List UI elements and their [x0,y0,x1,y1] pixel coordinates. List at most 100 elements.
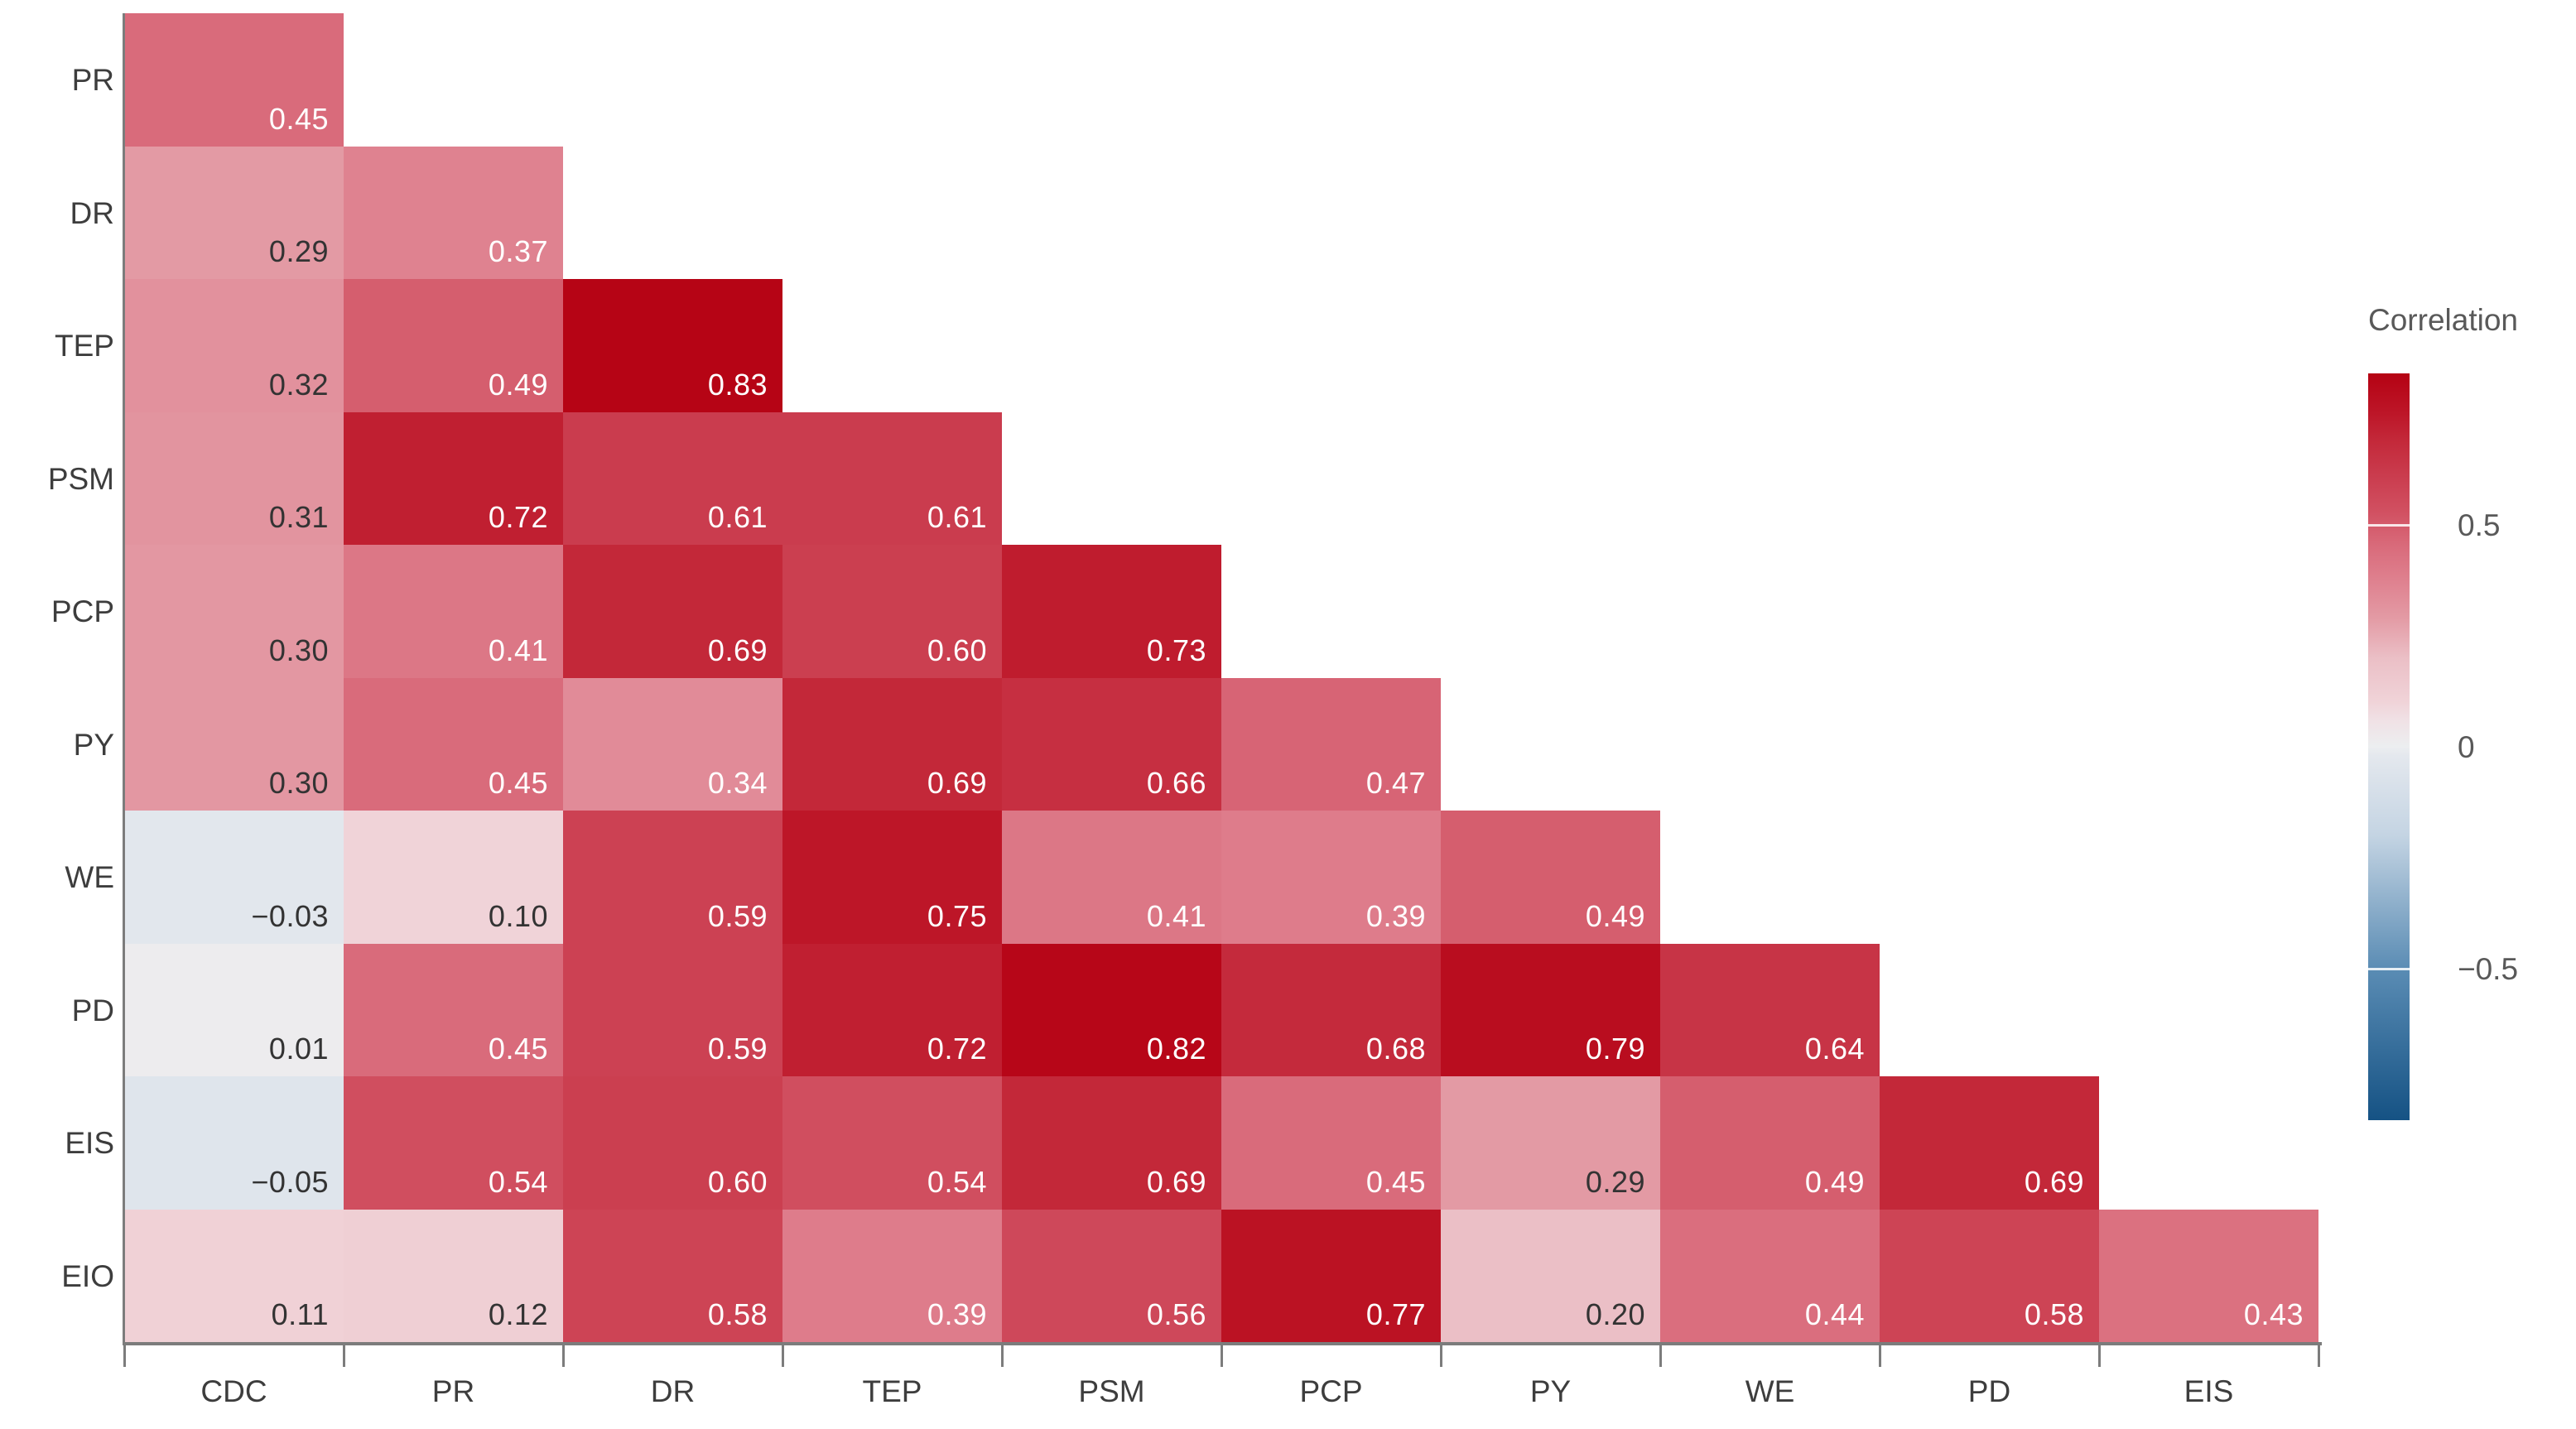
cell-value: 0.54 [488,1164,548,1199]
col-label-tep: TEP [862,1374,922,1408]
heatmap-cell[interactable]: 0.29 [124,146,344,279]
heatmap-cell[interactable]: 0.68 [1221,943,1441,1076]
heatmap-cell[interactable]: 0.30 [124,545,344,678]
x-axis-tick [1440,1344,1442,1367]
heatmap-cell[interactable]: 0.49 [1441,811,1660,944]
heatmap-cell[interactable]: 0.43 [2099,1209,2318,1342]
cell-value: 0.59 [707,898,768,933]
heatmap-cell[interactable]: 0.82 [1002,943,1221,1076]
heatmap-cell[interactable]: 0.32 [124,279,344,412]
colorbar-tick-line [2368,968,2410,970]
heatmap-cell[interactable]: 0.01 [124,943,344,1076]
heatmap-cell[interactable]: 0.49 [1660,1076,1880,1210]
heatmap-cell[interactable]: 0.73 [1002,545,1221,678]
colorbar-tick-label: 0.5 [2458,508,2501,542]
heatmap-cell[interactable]: 0.41 [1002,811,1221,944]
heatmap-cell[interactable]: 0.45 [344,677,563,811]
heatmap-cell[interactable]: 0.69 [1002,1076,1221,1210]
cell-value: 0.60 [927,633,987,667]
cell-value: 0.66 [1146,766,1206,800]
col-label-py: PY [1529,1374,1572,1408]
heatmap-cell[interactable]: 0.47 [1221,677,1441,811]
heatmap-cell[interactable]: 0.77 [1221,1209,1441,1342]
row-label-eis: EIS [65,1126,114,1161]
heatmap-cell[interactable]: 0.20 [1441,1209,1660,1342]
heatmap-cell[interactable]: 0.29 [1441,1076,1660,1210]
cell-value: 0.45 [1365,1164,1426,1199]
cell-value: 0.82 [1146,1032,1206,1066]
heatmap-cell[interactable]: 0.66 [1002,677,1221,811]
cell-value: 0.49 [488,367,548,402]
heatmap-cell[interactable]: 0.45 [1221,1076,1441,1210]
heatmap-cell[interactable]: 0.45 [344,943,563,1076]
cell-value: 0.30 [268,633,329,667]
x-axis-tick [1221,1344,1223,1367]
heatmap-cell[interactable]: 0.69 [563,545,782,678]
cell-value: 0.29 [268,234,329,268]
heatmap-cell[interactable]: 0.54 [344,1076,563,1210]
heatmap-cell[interactable]: 0.83 [563,279,782,412]
cell-value: 0.41 [1146,898,1206,933]
heatmap-cell[interactable]: 0.59 [563,811,782,944]
col-label-cdc: CDC [200,1374,267,1408]
heatmap-cell[interactable]: 0.54 [782,1076,1002,1210]
cell-value: 0.58 [707,1297,768,1331]
heatmap-cell[interactable]: 0.72 [344,411,563,545]
cell-value: 0.49 [1585,898,1645,933]
heatmap-cell[interactable]: 0.10 [344,811,563,944]
colorbar-tick-label: −0.5 [2458,952,2519,986]
cell-value: 0.29 [1585,1164,1645,1199]
heatmap-cell[interactable]: 0.61 [782,411,1002,545]
cell-value: 0.79 [1585,1032,1645,1066]
heatmap-cell[interactable]: 0.49 [344,279,563,412]
row-label-we: WE [65,860,114,895]
x-axis-tick [2318,1344,2320,1367]
cell-value: −0.03 [251,898,329,933]
heatmap-cell[interactable]: 0.75 [782,811,1002,944]
cell-value: 0.47 [1365,766,1426,800]
cell-value: 0.37 [488,234,548,268]
cell-value: 0.75 [927,898,987,933]
cell-value: 0.69 [2024,1164,2084,1199]
cell-value: 0.01 [268,1032,329,1066]
heatmap-cell[interactable]: 0.69 [782,677,1002,811]
heatmap-cell[interactable]: 0.44 [1660,1209,1880,1342]
col-label-pcp: PCP [1299,1374,1363,1408]
heatmap-cell[interactable]: 0.69 [1880,1076,2099,1210]
heatmap-cell[interactable]: 0.11 [124,1209,344,1342]
heatmap-cell[interactable]: 0.64 [1660,943,1880,1076]
col-label-pd: PD [1967,1374,2011,1408]
heatmap-cell[interactable]: 0.30 [124,677,344,811]
cell-value: 0.60 [707,1164,768,1199]
heatmap-cell[interactable]: 0.37 [344,146,563,279]
heatmap-cell[interactable]: 0.60 [782,545,1002,678]
heatmap-cell[interactable]: 0.31 [124,411,344,545]
heatmap-cell[interactable]: 0.12 [344,1209,563,1342]
heatmap-cell[interactable]: 0.56 [1002,1209,1221,1342]
row-label-pcp: PCP [51,594,114,629]
cell-value: 0.31 [268,500,329,534]
heatmap-cell[interactable]: −0.03 [124,811,344,944]
heatmap-cell[interactable]: 0.41 [344,545,563,678]
heatmap-cell[interactable]: 0.34 [563,677,782,811]
cell-value: 0.54 [927,1164,987,1199]
y-axis-line [123,13,125,1342]
heatmap-cell[interactable]: −0.05 [124,1076,344,1210]
heatmap-cell[interactable]: 0.61 [563,411,782,545]
heatmap-cell[interactable]: 0.58 [1880,1209,2099,1342]
heatmap-cell[interactable]: 0.45 [124,13,344,147]
heatmap-cell[interactable]: 0.60 [563,1076,782,1210]
heatmap-cell[interactable]: 0.58 [563,1209,782,1342]
heatmap-cell[interactable]: 0.72 [782,943,1002,1076]
cell-value: 0.77 [1365,1297,1426,1331]
heatmap-cell[interactable]: 0.39 [782,1209,1002,1342]
cell-value: 0.39 [927,1297,987,1331]
cell-value: 0.69 [707,633,768,667]
x-axis-tick [2098,1344,2101,1367]
cell-value: 0.49 [1804,1164,1865,1199]
heatmap-cell[interactable]: 0.79 [1441,943,1660,1076]
heatmap-cell[interactable]: 0.59 [563,943,782,1076]
colorbar-tick-label: 0 [2458,730,2475,764]
colorbar-title: Correlation [2368,303,2518,337]
heatmap-cell[interactable]: 0.39 [1221,811,1441,944]
